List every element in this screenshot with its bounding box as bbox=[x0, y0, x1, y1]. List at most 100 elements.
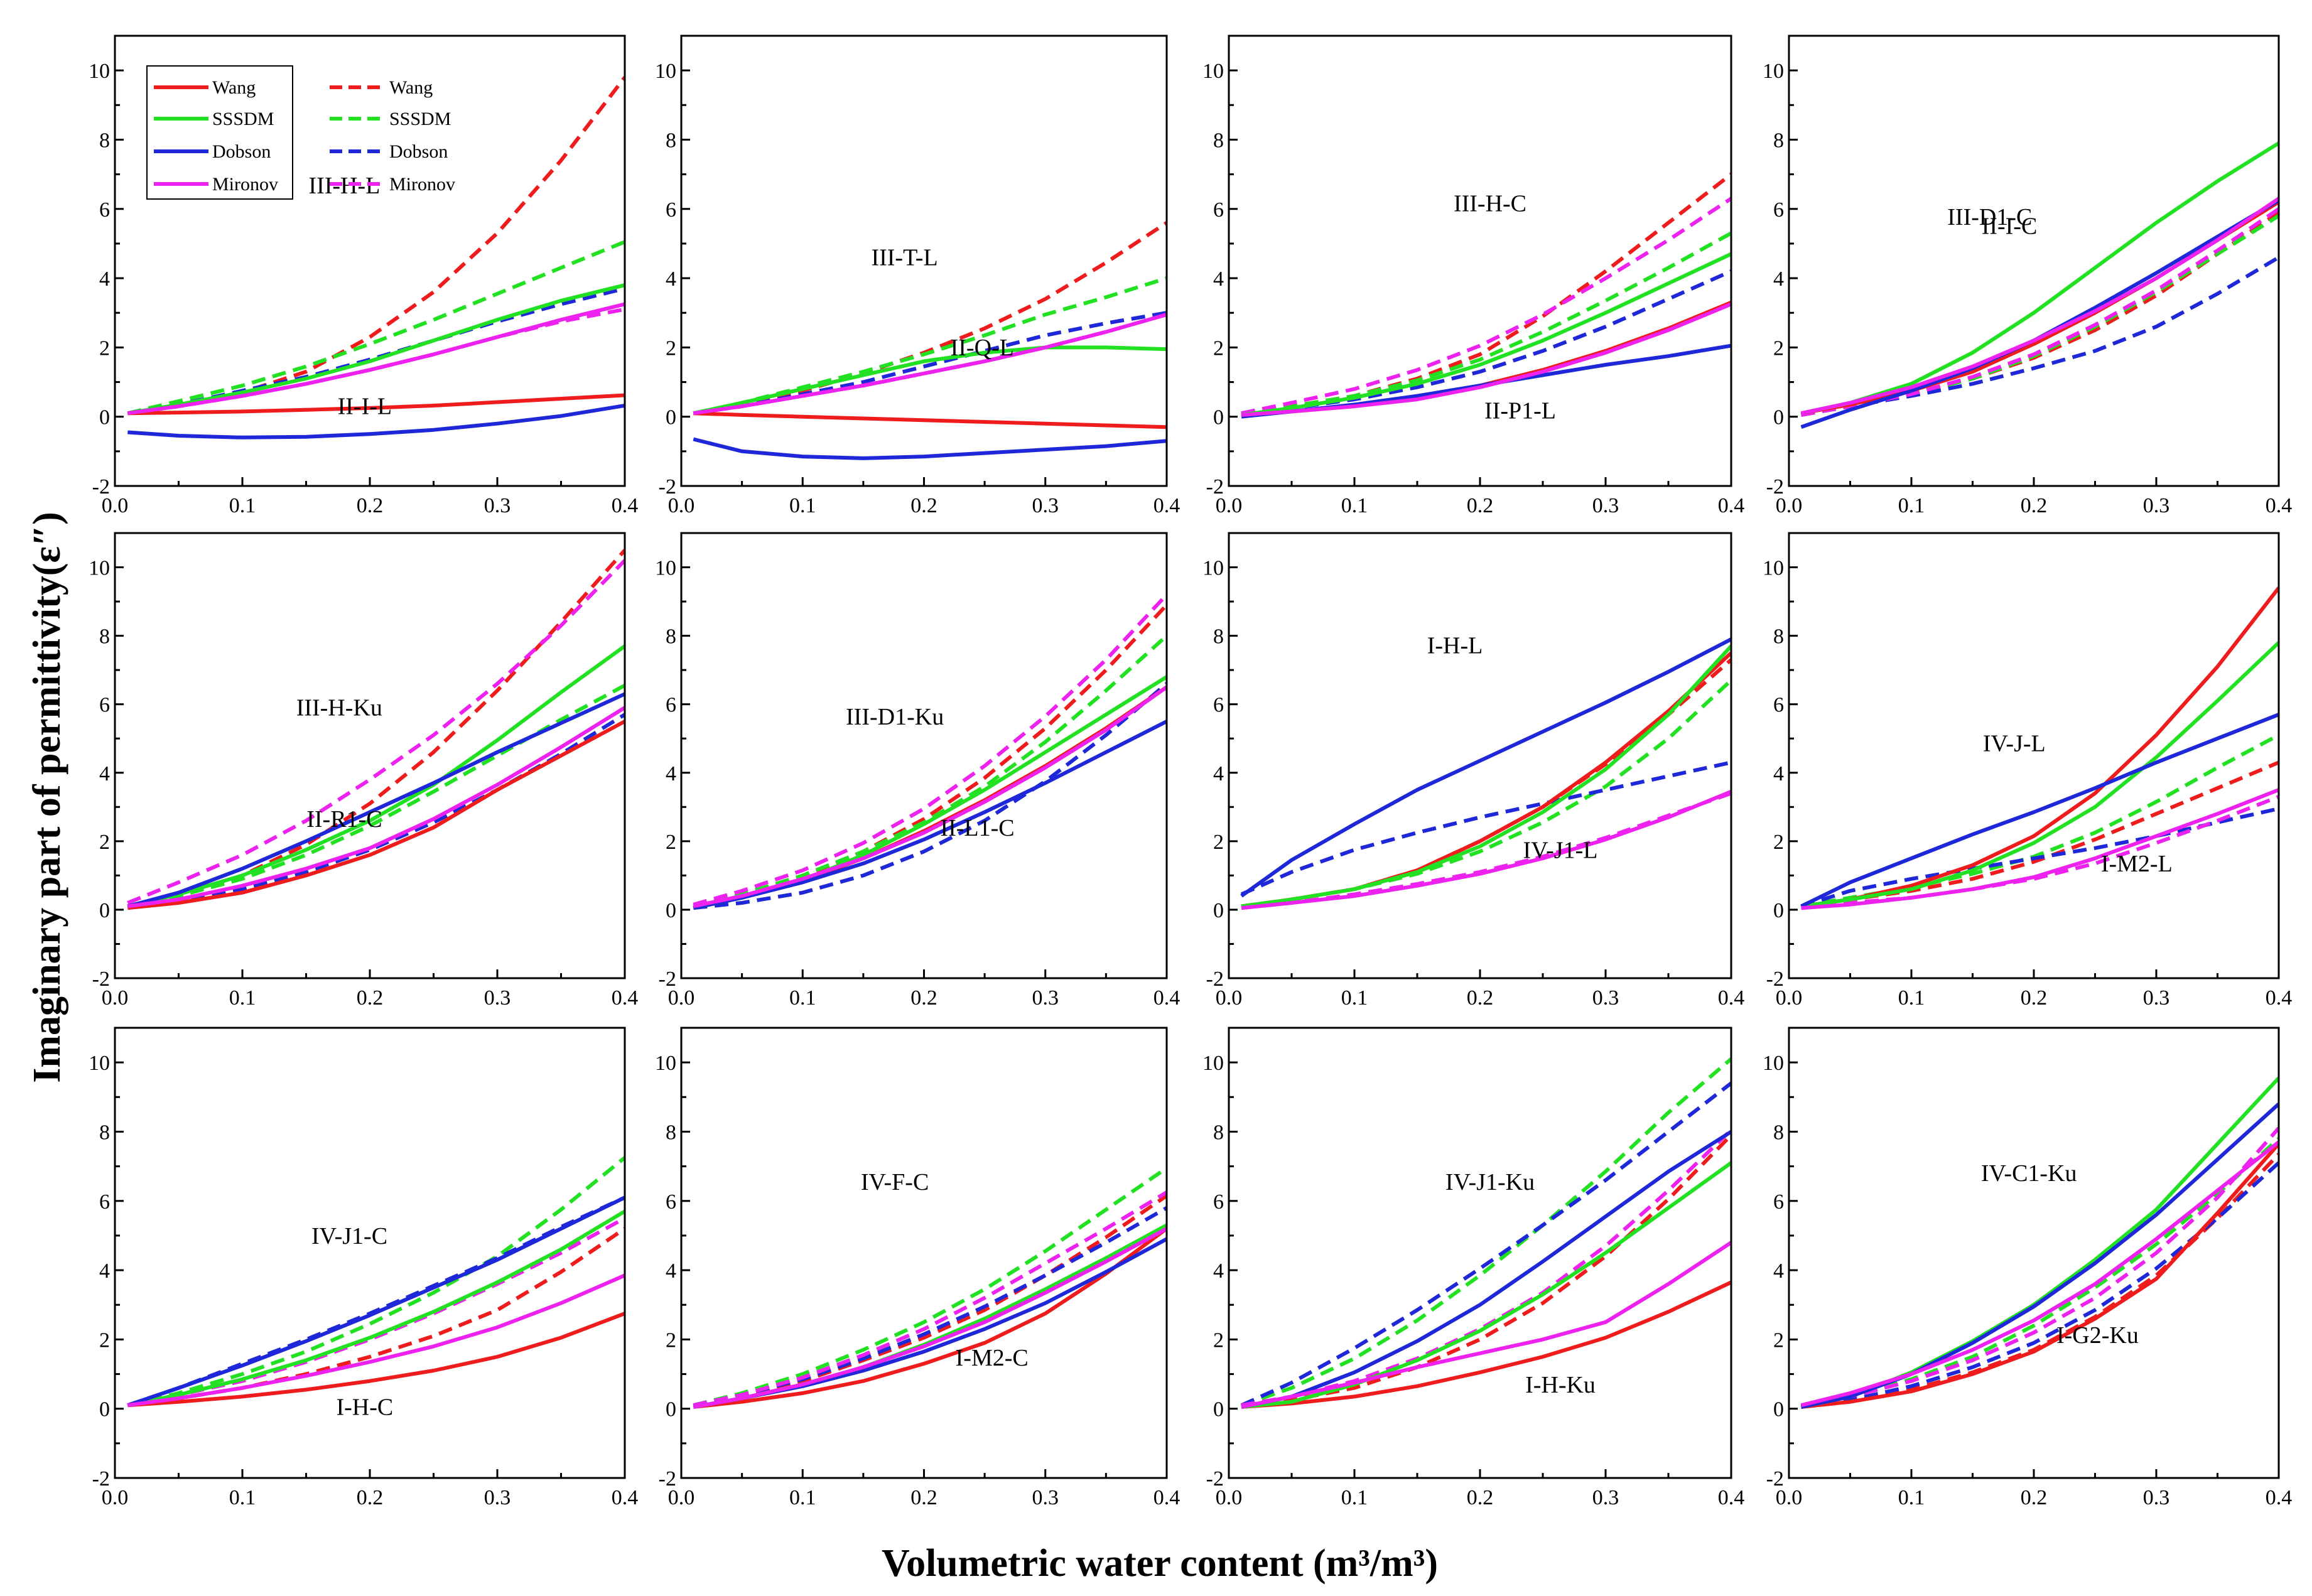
y-tick-label: -2 bbox=[92, 475, 110, 499]
y-tick-label: 6 bbox=[1213, 198, 1224, 222]
x-axis-title: Volumetric water content (m³/m³) bbox=[882, 1542, 1438, 1585]
dashed-series-label: III-D1-Ku bbox=[846, 704, 944, 730]
y-tick-label: 10 bbox=[1763, 60, 1784, 83]
plot-frame bbox=[114, 35, 626, 487]
plot-frame bbox=[114, 1027, 626, 1479]
panel-curves bbox=[1240, 1057, 1731, 1409]
legend-label-mironov-dashed: Mironov bbox=[389, 174, 455, 195]
y-tick-label: 0 bbox=[1773, 899, 1784, 922]
x-tick-label: 0.1 bbox=[229, 986, 256, 1010]
sssdm-solid-series bbox=[1241, 644, 1731, 909]
dobson-solid-series bbox=[1240, 637, 1731, 898]
mironov-dashed-series bbox=[693, 593, 1167, 907]
sssdm-solid-series bbox=[693, 345, 1167, 416]
legend-label-wang-dashed: Wang bbox=[389, 77, 433, 98]
solid-series-label: II-I-L bbox=[338, 393, 392, 419]
sssdm-solid-series bbox=[1241, 1161, 1731, 1409]
y-tick-label: 6 bbox=[1773, 1190, 1784, 1214]
y-tick-label: 10 bbox=[89, 557, 110, 580]
dashed-series-label: III-H-C bbox=[1454, 191, 1526, 217]
y-tick-label: 8 bbox=[1213, 625, 1224, 649]
y-tick-label: 8 bbox=[99, 1121, 110, 1144]
y-tick-label: 0 bbox=[666, 899, 676, 922]
dobson-solid-series bbox=[1241, 1130, 1731, 1409]
sssdm-dashed-series bbox=[1241, 1057, 1731, 1408]
y-tick-label: 10 bbox=[655, 557, 676, 580]
panel-2: -2 0 2 4 6 8 10 0.0 0.1 0.2 0.3 0.4 II-Q-L III-T-L bbox=[655, 35, 1180, 517]
y-tick-label: 10 bbox=[1763, 1052, 1784, 1075]
sssdm-dashed-series bbox=[127, 240, 625, 416]
x-tick-label: 0.3 bbox=[2143, 986, 2170, 1010]
x-tick-label: 0.4 bbox=[612, 1486, 639, 1509]
plot-frame bbox=[1788, 1027, 2280, 1479]
mironov-dashed-series bbox=[1800, 1126, 2279, 1408]
panel-curves bbox=[693, 1166, 1167, 1409]
dashed-series-label: I-H-L bbox=[1427, 632, 1483, 659]
dobson-dashed-series bbox=[693, 682, 1167, 910]
y-tick-label: 0 bbox=[99, 1398, 110, 1421]
panel-10: -2 0 2 4 6 8 10 0.0 0.1 0.2 0.3 0.4 I-M2-C IV-F-C bbox=[655, 1027, 1180, 1509]
x-tick-label: 0.2 bbox=[2021, 494, 2048, 517]
x-tick-label: 0.0 bbox=[668, 1486, 695, 1509]
solid-series-label: II-P1-L bbox=[1484, 397, 1556, 424]
y-tick-label: 0 bbox=[666, 1398, 676, 1421]
y-tick-label: -2 bbox=[1206, 475, 1224, 499]
y-tick-label: 8 bbox=[99, 129, 110, 152]
panel-3: -2 0 2 4 6 8 10 0.0 0.1 0.2 0.3 0.4 II-P1-L III-H-C bbox=[1202, 35, 1744, 517]
x-tick-label: 0.2 bbox=[2021, 986, 2048, 1010]
x-tick-label: 0.0 bbox=[1776, 1486, 1803, 1509]
dashed-series-label: III-D1-C bbox=[1947, 204, 2032, 230]
y-tick-label: -2 bbox=[1206, 1467, 1224, 1491]
sssdm-dashed-series bbox=[127, 1156, 625, 1408]
x-tick-label: 0.1 bbox=[1341, 1486, 1368, 1509]
dashed-series-label: IV-J1-C bbox=[311, 1223, 387, 1249]
x-tick-label: 0.0 bbox=[102, 1486, 129, 1509]
y-tick-label: -2 bbox=[92, 1467, 110, 1491]
x-tick-label: 0.2 bbox=[357, 986, 384, 1010]
sssdm-solid-series bbox=[127, 283, 625, 416]
y-axis-title: Imaginary part of permittivity(ε″) bbox=[26, 512, 68, 1083]
dobson-dashed-series bbox=[1800, 807, 2279, 909]
y-tick-label: 4 bbox=[1773, 267, 1784, 291]
sssdm-solid-series bbox=[1800, 141, 2279, 416]
legend: Wang Wang SSSDM SSSDM Dobson Dobson Mironov Mir… bbox=[146, 65, 455, 200]
x-tick-label: 0.0 bbox=[668, 986, 695, 1010]
y-tick-label: 10 bbox=[655, 60, 676, 83]
legend-label-mironov-solid: Mironov bbox=[212, 174, 278, 195]
x-tick-label: 0.3 bbox=[1592, 1486, 1619, 1509]
wang-dashed-series bbox=[1801, 1153, 2279, 1409]
y-tick-label: 4 bbox=[1213, 267, 1224, 291]
y-tick-label: 4 bbox=[1773, 1259, 1784, 1283]
x-tick-label: 0.3 bbox=[2143, 1486, 2170, 1509]
x-tick-label: 0.4 bbox=[1153, 1486, 1180, 1509]
solid-series-label: I-M2-L bbox=[2101, 851, 2173, 877]
y-tick-label: 0 bbox=[99, 406, 110, 429]
mironov-solid-series bbox=[127, 302, 625, 416]
sssdm-solid-series bbox=[1801, 641, 2279, 909]
y-tick-label: -2 bbox=[1766, 475, 1784, 499]
x-tick-label: 0.3 bbox=[1592, 986, 1619, 1010]
panel-11: -2 0 2 4 6 8 10 0.0 0.1 0.2 0.3 0.4 I-H-Ku IV-J1-Ku bbox=[1202, 1027, 1744, 1509]
sssdm-solid-series bbox=[1241, 252, 1731, 417]
y-tick-label: 4 bbox=[666, 1259, 676, 1283]
dobson-dashed-series bbox=[1240, 1081, 1731, 1407]
y-tick-label: 6 bbox=[1773, 198, 1784, 222]
y-tick-label: 4 bbox=[99, 1259, 110, 1283]
mironov-solid-series bbox=[1241, 1241, 1731, 1409]
y-tick-label: 2 bbox=[1213, 337, 1224, 360]
y-tick-label: -2 bbox=[92, 968, 110, 991]
y-tick-label: 8 bbox=[1213, 1121, 1224, 1144]
x-tick-label: 0.4 bbox=[2266, 986, 2293, 1010]
x-tick-label: 0.1 bbox=[789, 494, 816, 517]
dashed-series-label: IV-J1-Ku bbox=[1445, 1169, 1535, 1195]
wang-dashed-series bbox=[693, 1194, 1167, 1408]
mironov-solid-series bbox=[693, 313, 1167, 416]
x-tick-label: 0.0 bbox=[102, 986, 129, 1010]
panel-curves bbox=[1800, 1076, 2279, 1409]
dobson-solid-series bbox=[127, 1195, 625, 1408]
x-tick-label: 0.4 bbox=[1718, 986, 1745, 1010]
legend-label-dobson-solid: Dobson bbox=[212, 141, 271, 162]
x-tick-label: 0.2 bbox=[910, 1486, 937, 1509]
